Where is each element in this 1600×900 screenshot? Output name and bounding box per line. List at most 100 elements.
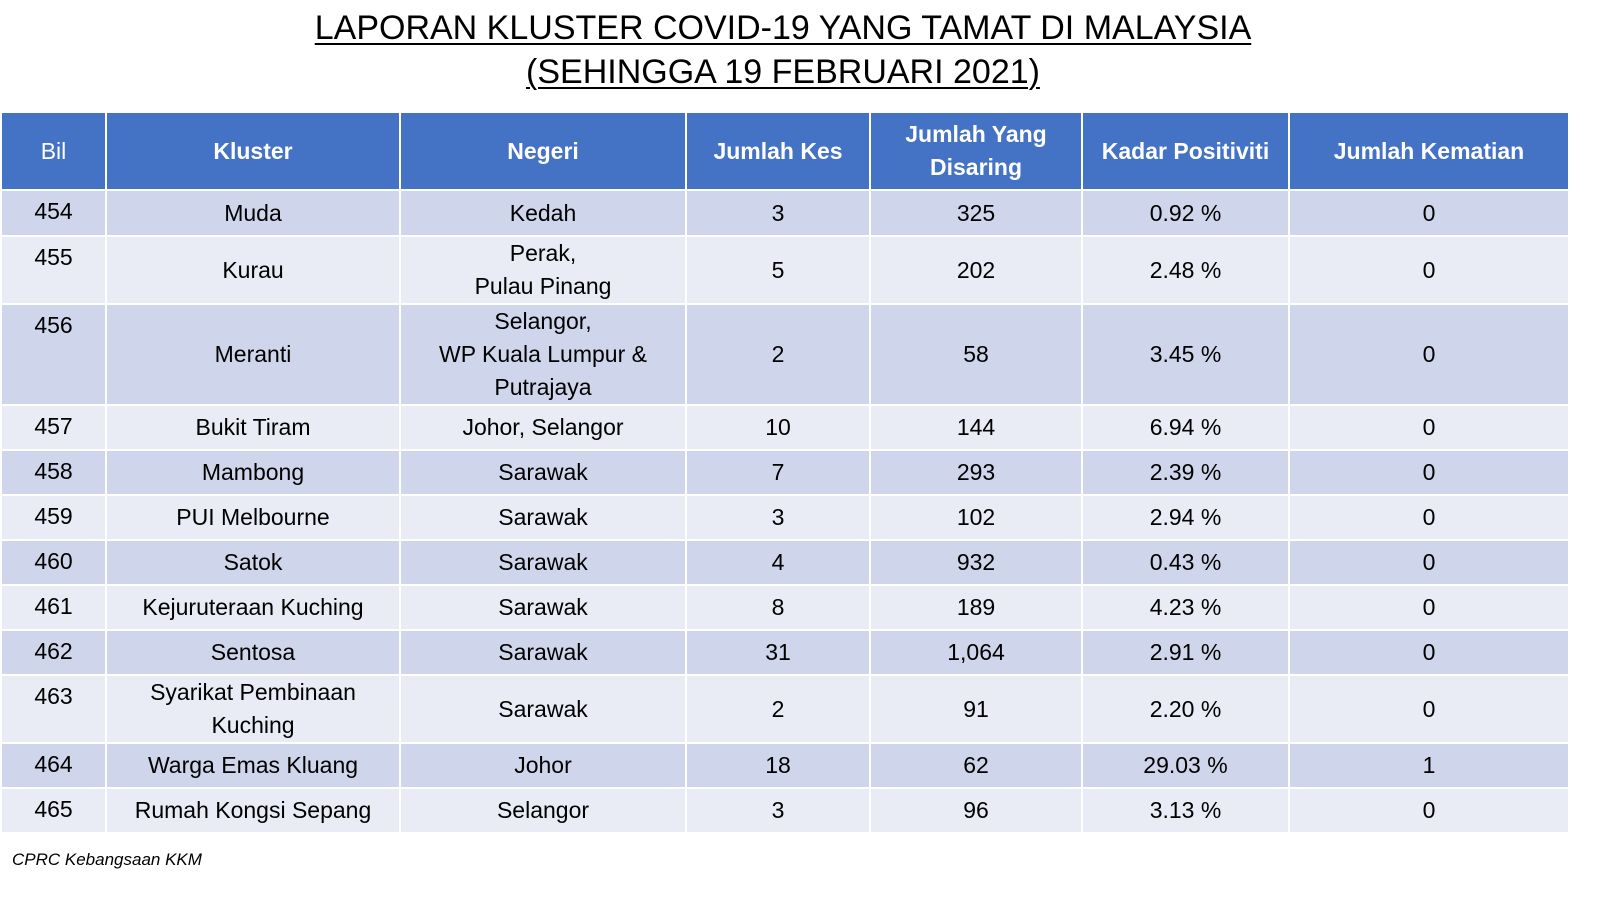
cell-jumlah-kematian: 0 — [1288, 449, 1570, 496]
cell-jumlah-disaring: 189 — [869, 584, 1083, 631]
cell-jumlah-kematian: 0 — [1288, 629, 1570, 676]
cell-negeri: Sarawak — [399, 584, 687, 631]
cell-jumlah-disaring: 202 — [869, 235, 1083, 305]
cell-kluster-line: Kurau — [222, 256, 284, 283]
cell-kadar-positiviti: 4.23 % — [1081, 584, 1290, 631]
cell-kluster: PUI Melbourne — [105, 494, 401, 541]
cell-kluster-line: Rumah Kongsi Sepang — [134, 797, 372, 823]
cell-jumlah-disaring: 58 — [869, 303, 1083, 406]
cell-negeri: Sarawak — [399, 629, 687, 676]
cell-jumlah-kes: 5 — [685, 235, 871, 305]
cell-negeri: Sarawak — [399, 539, 687, 586]
cell-negeri-line: Sarawak — [498, 639, 588, 665]
header-jumlah-disaring-line-1: Jumlah Yang — [905, 121, 1047, 147]
cell-kluster-line: Syarikat Pembinaan — [150, 679, 356, 705]
cell-kluster-line: Warga Emas Kluang — [147, 752, 359, 778]
cell-bil: 458 — [0, 449, 107, 496]
cell-negeri-line: Kedah — [509, 199, 577, 226]
cell-bil: 456 — [0, 303, 107, 406]
report-title: LAPORAN KLUSTER COVID-19 YANG TAMAT DI M… — [0, 6, 1566, 94]
cell-jumlah-kes: 2 — [685, 674, 871, 744]
table-row: 461 Kejuruteraan Kuching Sarawak 8 189 4.23 %… — [0, 584, 1570, 631]
cell-negeri-line: Putrajaya — [494, 374, 592, 400]
header-jumlah-disaring-line-2: Disaring — [929, 154, 1023, 180]
cell-negeri: Selangor, WP Kuala Lumpur & Putrajaya — [399, 303, 687, 406]
header-kluster: Kluster — [105, 111, 401, 191]
cell-kluster: Kejuruteraan Kuching — [105, 584, 401, 631]
cell-jumlah-kes: 7 — [685, 449, 871, 496]
cell-negeri-line: Pulau Pinang — [474, 273, 612, 299]
cell-negeri-line: Perak, — [509, 240, 577, 266]
cell-jumlah-kes: 3 — [685, 787, 871, 834]
cell-negeri-line: Johor, Selangor — [462, 414, 624, 440]
cell-bil: 454 — [0, 189, 107, 237]
cell-kadar-positiviti: 2.20 % — [1081, 674, 1290, 744]
cell-jumlah-kematian: 0 — [1288, 674, 1570, 744]
table-row: 465 Rumah Kongsi Sepang Selangor 3 96 3.13 % 0 — [0, 787, 1570, 834]
cell-jumlah-disaring: 96 — [869, 787, 1083, 834]
source-footer: CPRC Kebangsaan KKM — [12, 850, 202, 869]
cell-negeri: Sarawak — [399, 449, 687, 496]
header-negeri: Negeri — [399, 111, 687, 191]
cell-kadar-positiviti: 29.03 % — [1081, 742, 1290, 789]
cell-bil: 457 — [0, 404, 107, 451]
cell-negeri: Johor, Selangor — [399, 404, 687, 451]
header-bil: Bil — [0, 111, 107, 191]
table-row: 456 Meranti Selangor, WP Kuala Lumpur & Putr… — [0, 303, 1570, 406]
cell-kluster: Warga Emas Kluang — [105, 742, 401, 789]
cell-kluster-line: PUI Melbourne — [176, 504, 330, 530]
cell-kluster-line: Bukit Tiram — [195, 414, 311, 440]
report-title-line-2: (SEHINGGA 19 FEBRUARI 2021) — [526, 53, 1040, 91]
cell-jumlah-kes: 31 — [685, 629, 871, 676]
cell-kluster: Kurau — [105, 235, 401, 305]
cell-kluster-line: Meranti — [214, 341, 292, 367]
cell-kadar-positiviti: 3.45 % — [1081, 303, 1290, 406]
cell-jumlah-kematian: 0 — [1288, 584, 1570, 631]
cell-jumlah-kematian: 0 — [1288, 787, 1570, 834]
cell-negeri: Johor — [399, 742, 687, 789]
cell-jumlah-kematian: 0 — [1288, 189, 1570, 237]
cell-jumlah-disaring: 325 — [869, 189, 1083, 237]
cell-jumlah-kes: 8 — [685, 584, 871, 631]
cell-jumlah-kes: 3 — [685, 189, 871, 237]
cell-jumlah-disaring: 102 — [869, 494, 1083, 541]
table-row: 457 Bukit Tiram Johor, Selangor 10 144 6.94 %… — [0, 404, 1570, 451]
header-jumlah-kematian: Jumlah Kematian — [1288, 111, 1570, 191]
cell-jumlah-disaring: 144 — [869, 404, 1083, 451]
cell-kadar-positiviti: 0.92 % — [1081, 189, 1290, 237]
cell-jumlah-disaring: 91 — [869, 674, 1083, 744]
cell-kluster-line: Mambong — [201, 459, 305, 485]
report-title-line-1: LAPORAN KLUSTER COVID-19 YANG TAMAT DI M… — [314, 9, 1252, 47]
cell-kadar-positiviti: 2.39 % — [1081, 449, 1290, 496]
cell-negeri: Selangor — [399, 787, 687, 834]
cell-kadar-positiviti: 2.91 % — [1081, 629, 1290, 676]
cell-bil: 459 — [0, 494, 107, 541]
cell-negeri: Sarawak — [399, 674, 687, 744]
cell-kluster: Meranti — [105, 303, 401, 406]
cell-jumlah-kes: 18 — [685, 742, 871, 789]
cell-kadar-positiviti: 2.94 % — [1081, 494, 1290, 541]
table-row: 455 Kurau Perak, Pulau Pinang 5 202 2.48 % 0 — [0, 235, 1570, 305]
cell-negeri-line: Sarawak — [498, 594, 588, 620]
table-row: 464 Warga Emas Kluang Johor 18 62 29.03 % 1 — [0, 742, 1570, 789]
table-body: 454 Muda Kedah 3 325 0.92 % 0 455 Kurau Perak, Pul… — [0, 189, 1570, 834]
cell-negeri-line: Sarawak — [498, 549, 588, 575]
cell-jumlah-kes: 4 — [685, 539, 871, 586]
header-jumlah-disaring: Jumlah Yang Disaring — [869, 111, 1083, 191]
cell-kadar-positiviti: 2.48 % — [1081, 235, 1290, 305]
cell-bil: 461 — [0, 584, 107, 631]
cell-jumlah-disaring: 932 — [869, 539, 1083, 586]
cell-bil: 462 — [0, 629, 107, 676]
table-header-row: Bil Kluster Negeri Jumlah Kes Jumlah Yan… — [0, 111, 1570, 191]
cell-jumlah-kematian: 0 — [1288, 494, 1570, 541]
cell-kluster: Bukit Tiram — [105, 404, 401, 451]
cell-negeri-line: Johor — [514, 752, 572, 778]
table-row: 463 Syarikat Pembinaan Kuching Sarawak 2 91 2.… — [0, 674, 1570, 744]
cell-kluster-line: Muda — [224, 199, 282, 226]
cell-bil: 464 — [0, 742, 107, 789]
cell-kluster: Mambong — [105, 449, 401, 496]
cell-negeri-line: Sarawak — [498, 504, 588, 530]
header-jumlah-kes: Jumlah Kes — [685, 111, 871, 191]
cell-jumlah-disaring: 62 — [869, 742, 1083, 789]
cell-kluster: Muda — [105, 189, 401, 237]
